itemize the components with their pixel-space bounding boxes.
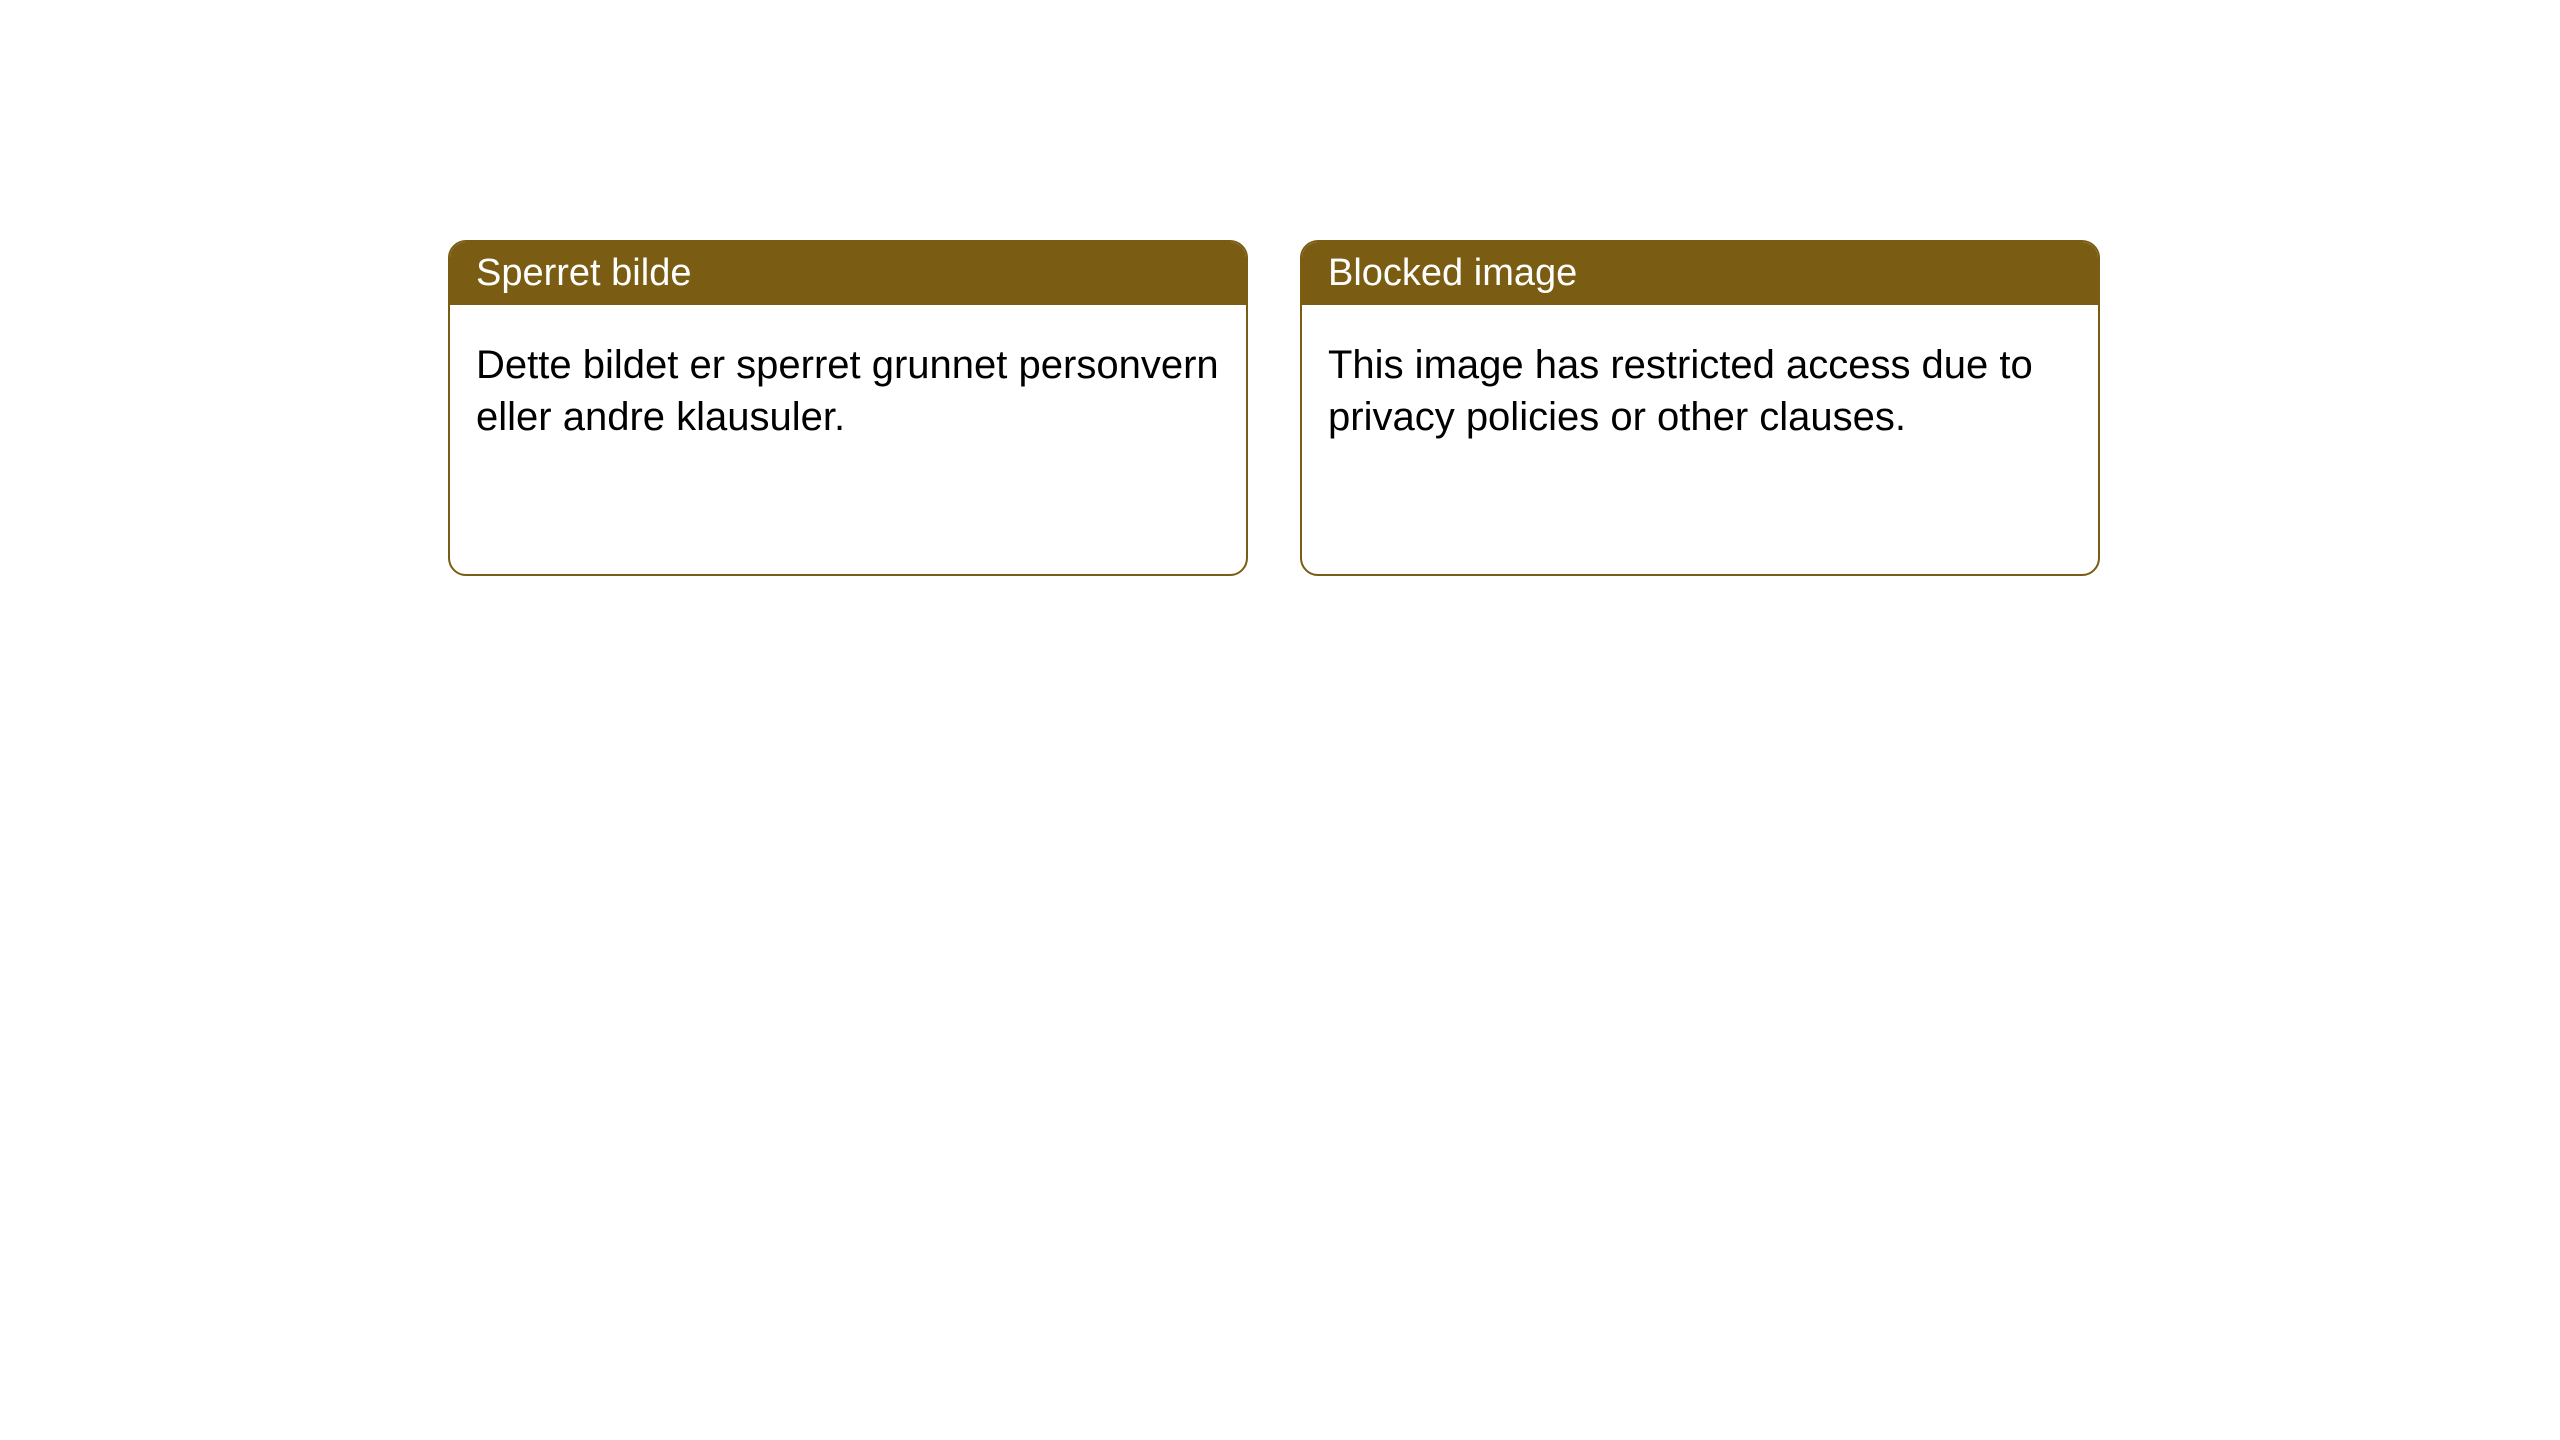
notice-cards-container: Sperret bilde Dette bildet er sperret gr… (448, 240, 2100, 576)
notice-body-norwegian: Dette bildet er sperret grunnet personve… (450, 305, 1246, 477)
notice-card-english: Blocked image This image has restricted … (1300, 240, 2100, 576)
notice-header-norwegian: Sperret bilde (450, 242, 1246, 305)
notice-body-english: This image has restricted access due to … (1302, 305, 2098, 477)
notice-header-english: Blocked image (1302, 242, 2098, 305)
notice-card-norwegian: Sperret bilde Dette bildet er sperret gr… (448, 240, 1248, 576)
